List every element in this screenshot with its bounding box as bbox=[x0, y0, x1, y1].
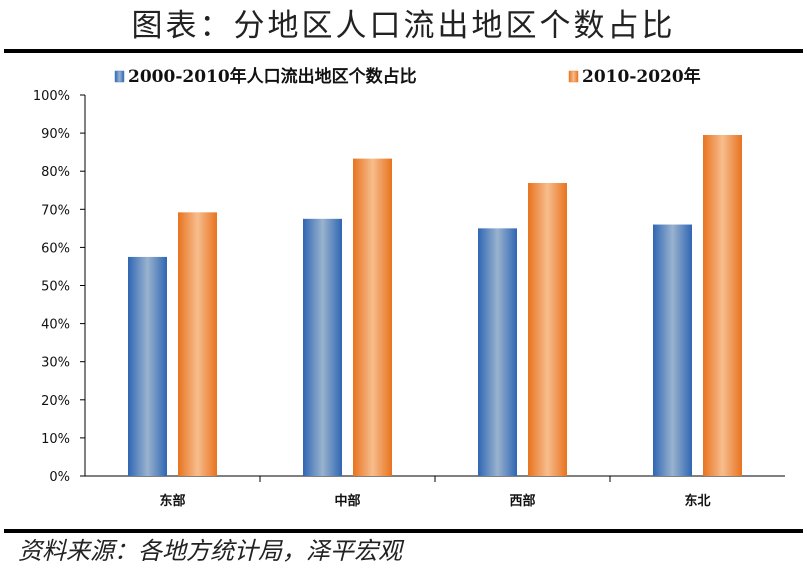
bar bbox=[528, 183, 567, 477]
title-divider bbox=[4, 49, 803, 53]
bars bbox=[128, 135, 742, 477]
y-tick-label: 40% bbox=[41, 318, 70, 333]
x-tick-label: 西部 bbox=[509, 493, 535, 509]
bar bbox=[128, 256, 167, 476]
page-title: 图表：分地区人口流出地区个数占比 bbox=[131, 8, 676, 44]
legend: 2000-2010年人口流出地区个数占比 2010-2020年 bbox=[114, 66, 701, 87]
y-tick-label: 80% bbox=[41, 165, 70, 180]
y-tick-label: 30% bbox=[41, 356, 70, 371]
legend-label: 2010-2020年 bbox=[582, 66, 701, 87]
bar-chart: 2000-2010年人口流出地区个数占比 2010-2020年 0% 10% 20% 3… bbox=[33, 66, 785, 509]
legend-swatch bbox=[114, 70, 125, 83]
bar bbox=[303, 218, 342, 476]
y-tick-label: 70% bbox=[41, 203, 70, 218]
y-tick-label: 20% bbox=[41, 394, 70, 409]
y-tick-label: 90% bbox=[41, 127, 70, 142]
y-tick-label: 0% bbox=[49, 470, 70, 485]
x-tick-label: 东部 bbox=[159, 493, 185, 509]
x-tick-label: 中部 bbox=[334, 493, 360, 509]
bar bbox=[353, 158, 392, 476]
bar bbox=[703, 135, 742, 476]
axes: 0% 10% 20% 30% 40% 50% 60% 70% 80% 90% 100% 东部 中部 西部 东… bbox=[33, 89, 785, 509]
legend-swatch bbox=[568, 70, 579, 83]
bar bbox=[178, 212, 217, 476]
bar bbox=[653, 224, 692, 476]
y-tick-label: 60% bbox=[41, 241, 70, 256]
y-tick-label: 10% bbox=[41, 432, 70, 447]
y-tick-label: 50% bbox=[41, 280, 70, 295]
source-note: 资料来源：各地方统计局，泽平宏观 bbox=[18, 537, 402, 565]
bar bbox=[478, 228, 517, 476]
x-tick-label: 东北 bbox=[684, 493, 710, 509]
y-tick-label: 100% bbox=[33, 89, 70, 104]
footer-divider bbox=[4, 529, 803, 533]
legend-label: 2000-2010年人口流出地区个数占比 bbox=[128, 66, 417, 87]
